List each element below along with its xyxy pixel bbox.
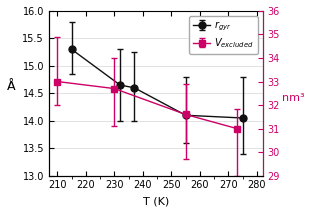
Legend: $r_{gyr}$, $V_{excluded}$: $r_{gyr}$, $V_{excluded}$ — [189, 16, 258, 54]
X-axis label: T (K): T (K) — [143, 196, 169, 206]
Y-axis label: Å: Å — [7, 80, 16, 93]
Y-axis label: nm³: nm³ — [282, 93, 305, 103]
